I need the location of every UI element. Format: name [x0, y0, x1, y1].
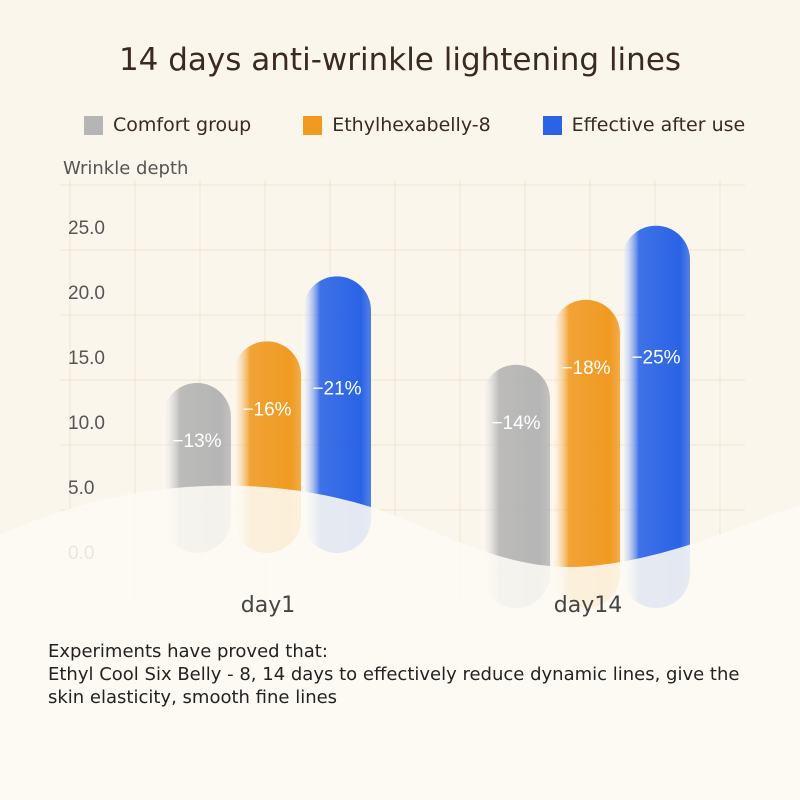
bar-ethylhexabelly-8 [552, 299, 620, 608]
legend-swatch [542, 115, 562, 135]
y-tick-label: 5.0 [68, 478, 94, 499]
legend-item-comfort: Comfort group [84, 114, 251, 136]
footer-text: Experiments have proved that: Ethyl Cool… [48, 640, 768, 709]
bar-effective-after-use [622, 225, 690, 608]
y-tick-label: 10.0 [68, 413, 105, 434]
legend-label: Effective after use [571, 114, 746, 136]
footer-line-2: Ethyl Cool Six Belly - 8, 14 days to eff… [48, 664, 740, 708]
data-label: −21% [312, 378, 361, 399]
y-tick-label: 20.0 [68, 283, 105, 304]
y-tick-label: 25.0 [68, 218, 105, 239]
legend-item-effective: Effective after use [542, 114, 746, 136]
legend-swatch [84, 115, 103, 135]
wave-overlay [0, 485, 800, 800]
chart-title: 14 days anti-wrinkle lightening lines [118, 42, 682, 78]
y-axis-label: Wrinkle depth [63, 158, 189, 179]
legend-label: Ethylhexabelly-8 [332, 114, 491, 136]
data-label: −25% [631, 348, 680, 369]
footer-line-1: Experiments have proved that: [48, 641, 328, 662]
legend-swatch [303, 115, 323, 135]
data-label: −16% [242, 399, 291, 420]
legend: Comfort group Ethylhexabelly-8 Effective… [84, 114, 797, 136]
bar-comfort-group [482, 364, 550, 608]
legend-item-ethyl: Ethylhexabelly-8 [303, 114, 491, 136]
y-tick-label: 15.0 [68, 348, 105, 369]
data-label: −14% [491, 413, 540, 434]
bar-effective-after-use [303, 276, 371, 553]
x-tick-label: day14 [554, 593, 622, 618]
legend-label: Comfort group [113, 114, 252, 136]
x-tick-label: day1 [241, 593, 295, 618]
data-label: −18% [561, 358, 610, 379]
data-label: −13% [172, 431, 221, 452]
